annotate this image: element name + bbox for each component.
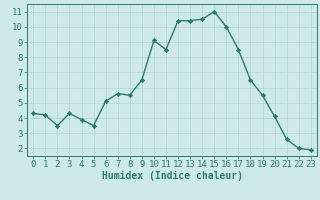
X-axis label: Humidex (Indice chaleur): Humidex (Indice chaleur) <box>101 171 243 181</box>
